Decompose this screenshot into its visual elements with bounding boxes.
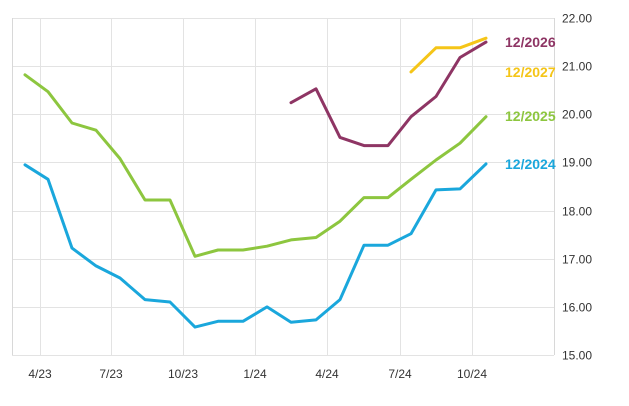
y-tick-label: 22.00 bbox=[562, 12, 592, 26]
series-label-12-2024: 12/2024 bbox=[505, 156, 556, 172]
x-axis-ticks: 4/23 7/23 10/23 1/24 4/24 7/24 10/24 bbox=[28, 367, 487, 381]
x-tick-label: 10/24 bbox=[457, 367, 487, 381]
series-label-12-2027: 12/2027 bbox=[505, 64, 556, 80]
y-tick-label: 17.00 bbox=[562, 253, 592, 267]
y-tick-label: 21.00 bbox=[562, 60, 592, 74]
y-tick-label: 20.00 bbox=[562, 108, 592, 122]
y-axis-ticks: 15.00 16.00 17.00 18.00 19.00 20.00 21.00 22.00 bbox=[562, 12, 592, 363]
series-line-12-2025 bbox=[23, 73, 488, 258]
y-tick-label: 15.00 bbox=[562, 349, 592, 363]
y-tick-label: 18.00 bbox=[562, 205, 592, 219]
x-tick-label: 7/23 bbox=[99, 367, 123, 381]
x-tick-label: 4/24 bbox=[315, 367, 339, 381]
series-line-12-2024 bbox=[23, 162, 488, 329]
series-labels: 12/2024 12/2025 12/2026 12/2027 bbox=[505, 34, 556, 172]
series-line-12-2026 bbox=[289, 40, 488, 148]
grid bbox=[12, 18, 555, 356]
x-tick-label: 4/23 bbox=[28, 367, 52, 381]
series-label-12-2025: 12/2025 bbox=[505, 108, 556, 124]
y-tick-label: 16.00 bbox=[562, 301, 592, 315]
x-tick-label: 7/24 bbox=[388, 367, 412, 381]
x-tick-label: 10/23 bbox=[168, 367, 198, 381]
y-tick-label: 19.00 bbox=[562, 156, 592, 170]
series-line-12-2027 bbox=[409, 36, 488, 74]
series-lines bbox=[23, 36, 488, 329]
series-label-12-2026: 12/2026 bbox=[505, 34, 556, 50]
x-tick-label: 1/24 bbox=[243, 367, 267, 381]
